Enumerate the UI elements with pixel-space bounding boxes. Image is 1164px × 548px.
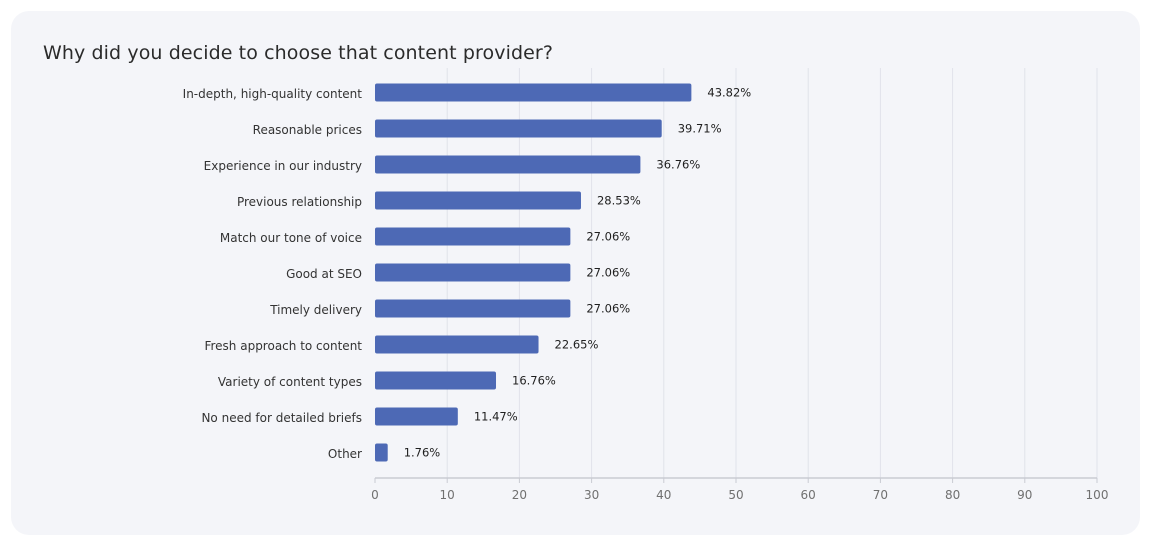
category-label: Previous relationship [237,195,362,209]
bar [375,155,641,174]
x-axis-ticks: 0 10 20 30 40 50 60 70 80 90 100 [371,478,1108,502]
category-label: Fresh approach to content [204,339,362,353]
bar [375,335,539,354]
value-label: 27.06% [586,302,630,316]
x-tick-label: 0 [371,488,379,502]
category-label: Other [328,447,362,461]
value-label: 1.76% [404,446,441,460]
x-tick-label: 70 [873,488,888,502]
category-labels: In-depth, high-quality content Reasonable… [183,87,363,461]
x-tick-label: 30 [584,488,599,502]
category-label: Reasonable prices [253,123,362,137]
bar [375,407,458,426]
bar [375,119,662,138]
x-tick-label: 50 [728,488,743,502]
category-label: Experience in our industry [204,159,362,173]
x-tick-label: 10 [440,488,455,502]
x-tick-label: 90 [1017,488,1032,502]
category-label: No need for detailed briefs [201,411,362,425]
x-tick-label: 20 [512,488,527,502]
value-label: 28.53% [597,194,641,208]
bar [375,443,388,462]
value-label: 22.65% [555,338,599,352]
bar [375,371,497,390]
x-tick-label: 60 [801,488,816,502]
value-label: 27.06% [586,230,630,244]
value-label: 11.47% [474,410,518,424]
value-labels: 43.82% 39.71% 36.76% 28.53% 27.06% 27.06% 27.0… [404,86,752,460]
category-label: In-depth, high-quality content [183,87,363,101]
bar [375,299,571,318]
category-label: Good at SEO [286,267,362,281]
value-label: 27.06% [586,266,630,280]
bar [375,191,581,210]
value-label: 43.82% [707,86,751,100]
category-label: Variety of content types [218,375,362,389]
chart-title: Why did you decide to choose that conten… [43,42,554,64]
x-tick-label: 80 [945,488,960,502]
bar [375,263,571,282]
value-label: 36.76% [656,158,700,172]
bars [375,83,692,462]
value-label: 16.76% [512,374,556,388]
x-tick-label: 100 [1086,488,1109,502]
value-label: 39.71% [678,122,722,136]
category-label: Timely delivery [269,303,362,317]
x-tick-label: 40 [656,488,671,502]
bar [375,227,571,246]
category-label: Match our tone of voice [220,231,362,245]
bar [375,83,692,102]
